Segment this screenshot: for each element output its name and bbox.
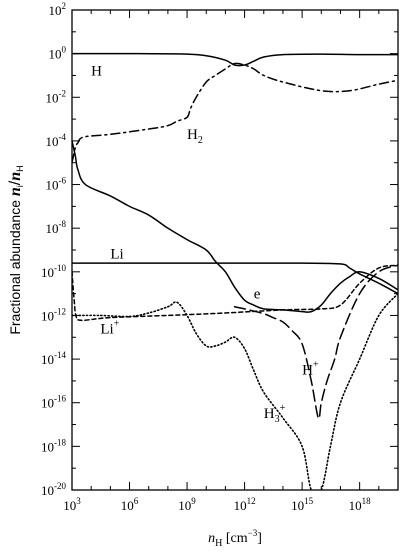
x-tick-label-exp: 12 [247,496,256,506]
y-tick-label: 10-12 [41,306,66,323]
y-axis-label-nh: n [7,172,24,181]
series-label-sup: + [313,359,319,370]
x-tick-label-exp: 18 [362,496,372,506]
y-tick-label-base: 10 [49,3,62,18]
series-label-sup: + [114,318,120,329]
y-tick-label-base: 10 [41,308,54,323]
y-tick-label-exp: -16 [54,394,66,404]
x-tick-label: 1015 [291,496,314,513]
series-line-li [72,262,398,295]
y-tick-label: 100 [49,45,67,62]
x-tick-label: 1012 [234,496,256,513]
series-label-h: H [91,63,102,79]
series-label-h-plus: H+ [302,359,319,378]
series-label-e: e [254,286,261,302]
series-label-li: Li [110,247,123,263]
x-tick-label-base: 10 [234,498,247,513]
x-tick-label-exp: 6 [134,496,139,506]
series-line-h3-plus [72,292,398,490]
series-label-main: H [91,63,102,79]
y-tick-label: 10-18 [41,437,66,454]
y-axis-label-ni: n [7,187,24,196]
y-tick-label-exp: -2 [59,88,67,98]
y-tick-label-base: 10 [49,47,62,62]
series-label-h2: H2 [187,127,203,146]
x-tick-label-base: 10 [63,498,76,513]
series-label-main: H [302,362,313,378]
y-tick-label-exp: -8 [59,219,67,229]
x-axis-label-close: ] [257,531,262,546]
x-axis-label: nH [cm−3] [208,528,262,549]
x-tick-label-exp: 3 [76,496,81,506]
y-axis-label-h: H [15,165,25,172]
y-axis-label: Fractional abundance ni/nH [7,165,25,334]
series-line-h-plus [233,264,398,420]
y-tick-label: 10-4 [46,132,67,149]
y-tick-label-exp: -18 [54,437,66,447]
x-tick-label-exp: 15 [304,496,314,506]
y-tick-label-exp: -6 [59,176,67,186]
series-label-main: Li [100,321,113,337]
x-tick-label: 1018 [349,496,372,513]
y-tick-label: 10-2 [46,88,67,105]
y-tick-label-base: 10 [41,483,54,498]
y-tick-label-base: 10 [46,134,59,149]
series-line-h [72,52,398,67]
y-tick-label-base: 10 [46,221,59,236]
x-tick-labels: 103 106 109 1012 1015 1018 [63,496,371,513]
x-tick-label-base: 10 [291,498,304,513]
series-curves [72,52,398,490]
y-tick-label-base: 10 [41,352,54,367]
y-tick-label: 10-8 [46,219,67,236]
x-tick-label: 109 [178,496,196,513]
y-tick-label: 102 [49,1,67,18]
y-tick-label-exp: -10 [54,263,66,273]
x-tick-label-exp: 9 [191,496,196,506]
x-tick-label: 103 [63,496,81,513]
x-axis-label-sub: H [215,538,222,549]
axis-ticks [71,9,399,491]
x-axis-label-n: n [208,531,215,546]
series-line-e [72,140,398,313]
y-tick-label-exp: -12 [54,306,66,316]
y-tick-labels: 10210010-210-410-610-810-1010-1210-1410-… [41,1,67,498]
series-label-main: Li [110,247,123,263]
y-tick-label-base: 10 [41,396,54,411]
x-axis-label-exp: −3 [248,528,258,538]
y-tick-label: 10-6 [46,176,67,193]
x-tick-label-base: 10 [178,498,191,513]
y-tick-label-exp: -14 [54,350,66,360]
series-label-li-plus: Li+ [100,318,119,337]
y-tick-label: 10-20 [41,481,66,498]
y-tick-label-base: 10 [46,90,59,105]
y-tick-label: 10-16 [41,394,66,411]
x-tick-label: 106 [121,496,139,513]
y-tick-label-exp: -20 [54,481,66,491]
series-label-main: H [187,127,198,143]
x-tick-label-base: 10 [349,498,362,513]
y-tick-label-exp: 2 [62,1,67,11]
y-axis-label-i: i [15,185,25,187]
y-tick-label-base: 10 [46,178,59,193]
y-tick-label: 10-10 [41,263,66,280]
series-label-sup: + [280,403,286,414]
series-label-main: e [254,286,261,302]
y-axis-label-slash: / [7,180,24,185]
series-label-sub: 3 [275,414,280,425]
series-line-li-plus [72,264,398,322]
y-tick-label-exp: 0 [62,45,67,55]
series-label-main: H [264,406,275,422]
x-tick-label-base: 10 [121,498,134,513]
series-label-sub: 2 [198,135,203,146]
y-tick-label: 10-14 [41,350,66,367]
y-tick-label-exp: -4 [59,132,67,142]
y-axis-label-text: Fractional abundance [7,196,23,335]
x-axis-label-unit: [cm [222,531,247,546]
series-label-h3-plus: H3+ [264,403,286,425]
y-tick-label-base: 10 [41,439,54,454]
series-line-h2 [72,62,398,164]
y-tick-label-base: 10 [41,265,54,280]
